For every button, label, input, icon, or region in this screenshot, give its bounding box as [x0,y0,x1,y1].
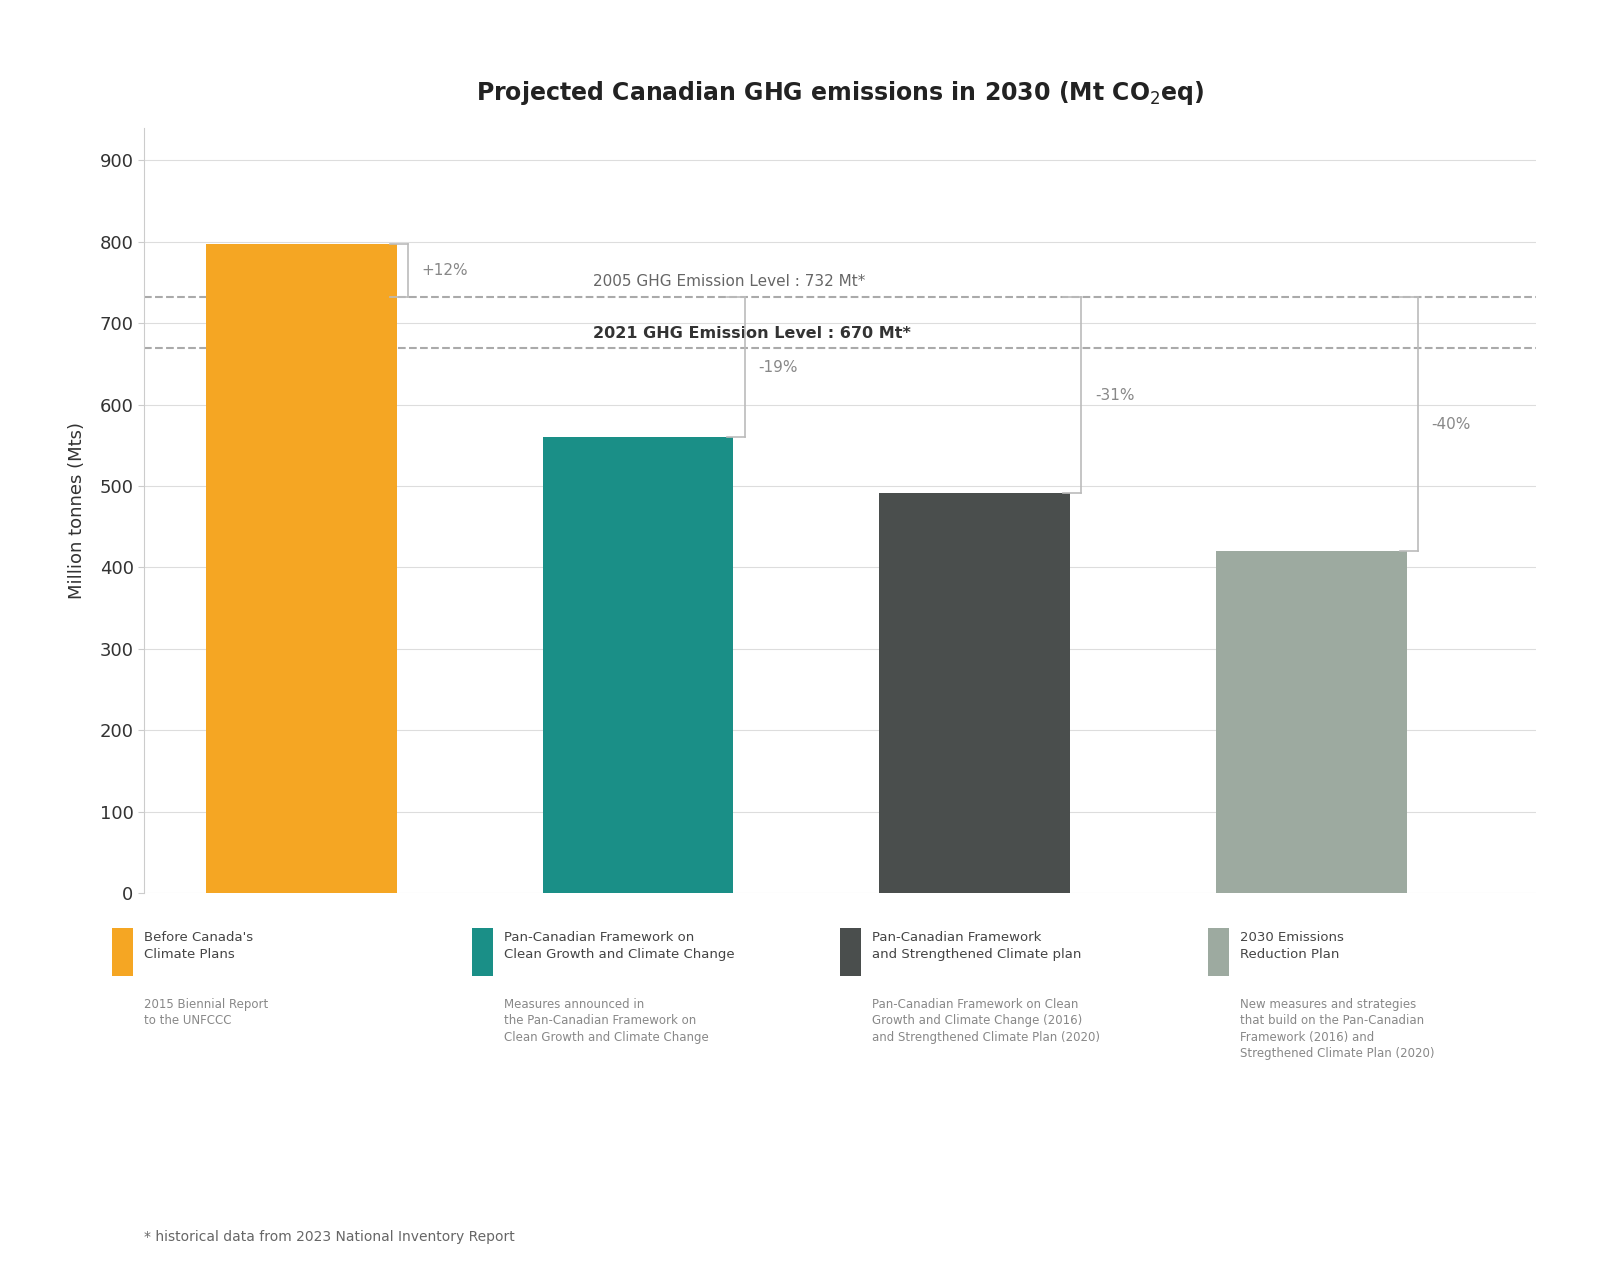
Bar [542,438,733,893]
Bar [880,494,1070,893]
Text: -19%: -19% [758,360,797,375]
Text: Pan-Canadian Framework on
Clean Growth and Climate Change: Pan-Canadian Framework on Clean Growth a… [504,931,734,962]
Text: -40%: -40% [1432,416,1470,431]
Text: New measures and strategies
that build on the Pan-Canadian
Framework (2016) and
: New measures and strategies that build o… [1240,998,1435,1060]
Text: Before Canada's
Climate Plans: Before Canada's Climate Plans [144,931,253,962]
Bar [206,244,397,893]
Text: Pan-Canadian Framework
and Strengthened Climate plan: Pan-Canadian Framework and Strengthened … [872,931,1082,962]
Text: Pan-Canadian Framework on Clean
Growth and Climate Change (2016)
and Strengthene: Pan-Canadian Framework on Clean Growth a… [872,998,1101,1044]
Bar [1216,551,1406,893]
Text: * historical data from 2023 National Inventory Report: * historical data from 2023 National Inv… [144,1230,515,1244]
Text: 2021 GHG Emission Level : 670 Mt*: 2021 GHG Emission Level : 670 Mt* [594,325,910,341]
Title: Projected Canadian GHG emissions in 2030 (Mt CO$_2$eq): Projected Canadian GHG emissions in 2030… [475,79,1205,107]
Text: Measures announced in
the Pan-Canadian Framework on
Clean Growth and Climate Cha: Measures announced in the Pan-Canadian F… [504,998,709,1044]
Y-axis label: Million tonnes (Mts): Million tonnes (Mts) [67,422,86,598]
Text: 2005 GHG Emission Level : 732 Mt*: 2005 GHG Emission Level : 732 Mt* [594,274,866,288]
Text: -31%: -31% [1094,388,1134,403]
Text: 2015 Biennial Report
to the UNFCCC: 2015 Biennial Report to the UNFCCC [144,998,269,1027]
Text: 2030 Emissions
Reduction Plan: 2030 Emissions Reduction Plan [1240,931,1344,962]
Text: +12%: +12% [421,263,467,278]
